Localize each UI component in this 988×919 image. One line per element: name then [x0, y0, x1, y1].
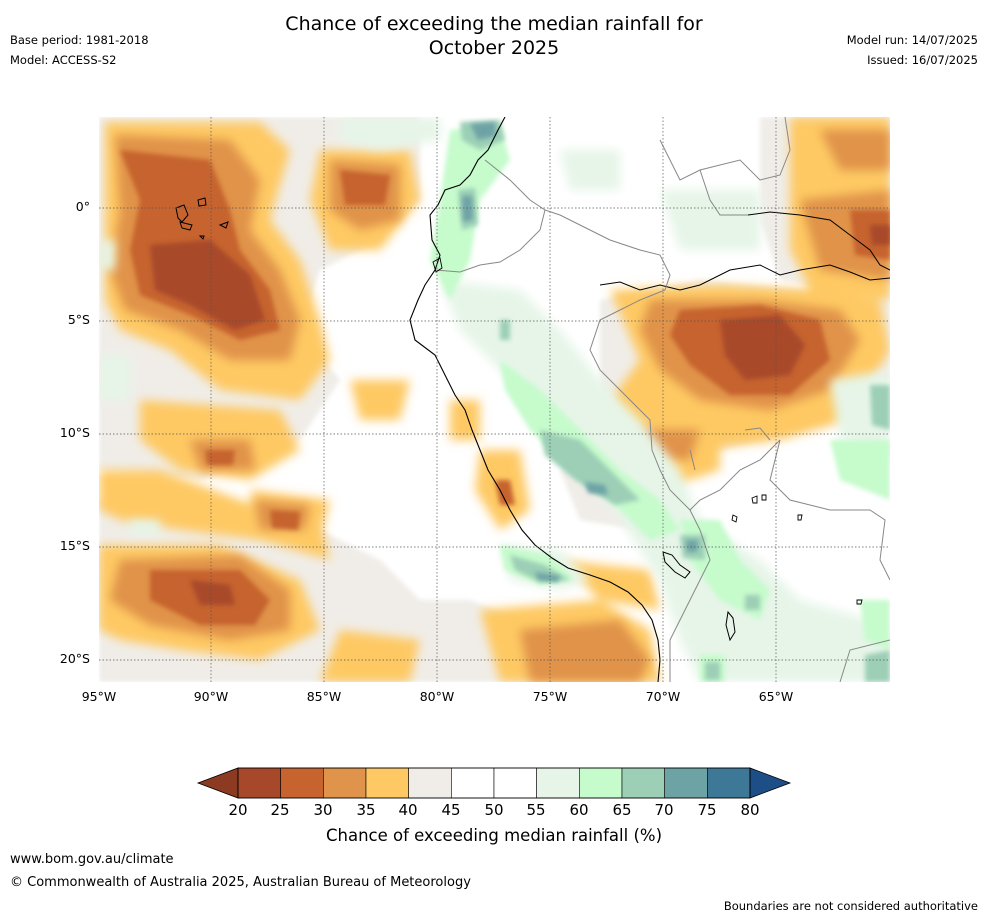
cbar-tick-45: 45	[441, 801, 461, 819]
x-tick-65w: 65°W	[758, 689, 794, 704]
colorbar-cells	[237, 767, 751, 799]
cbar-tick-65: 65	[612, 801, 632, 819]
colorbar	[196, 767, 792, 799]
colorbar-cell	[536, 767, 580, 799]
base-period: Base period: 1981-2018	[10, 33, 149, 47]
issued-date: Issued: 16/07/2025	[867, 53, 978, 67]
cbar-tick-75: 75	[697, 801, 717, 819]
colorbar-cell	[664, 767, 708, 799]
title-line-2: October 2025	[428, 37, 560, 59]
meta-left: Base period: 1981-2018 Model: ACCESS-S2	[10, 30, 149, 70]
y-tick-0: 0°	[75, 199, 90, 214]
colorbar-cell	[280, 767, 324, 799]
x-tick-70w: 70°W	[645, 689, 681, 704]
colorbar-low-extend	[196, 767, 239, 799]
cbar-tick-25: 25	[270, 801, 290, 819]
model-run: Model run: 14/07/2025	[846, 33, 978, 47]
colorbar-high-extend	[749, 767, 792, 799]
x-tick-85w: 85°W	[306, 689, 342, 704]
colorbar-cell	[323, 767, 367, 799]
copyright-text: © Commonwealth of Australia 2025, Austra…	[10, 875, 471, 890]
colorbar-cell	[451, 767, 495, 799]
cbar-tick-50: 50	[484, 801, 504, 819]
x-tick-80w: 80°W	[419, 689, 455, 704]
x-tick-90w: 90°W	[193, 689, 229, 704]
cbar-tick-55: 55	[526, 801, 546, 819]
title-line-1: Chance of exceeding the median rainfall …	[285, 13, 703, 35]
colorbar-cell	[579, 767, 623, 799]
cbar-tick-60: 60	[569, 801, 589, 819]
boundary-disclaimer: Boundaries are not considered authoritat…	[723, 899, 978, 913]
meta-right: Model run: 14/07/2025 Issued: 16/07/2025	[847, 30, 978, 70]
cbar-tick-40: 40	[398, 801, 418, 819]
colorbar-cell	[237, 767, 281, 799]
y-tick-20s: 20°S	[59, 651, 90, 666]
website-link[interactable]: www.bom.gov.au/climate	[10, 852, 174, 867]
cbar-tick-30: 30	[313, 801, 333, 819]
cbar-tick-70: 70	[654, 801, 674, 819]
y-tick-10s: 10°S	[59, 425, 90, 440]
x-tick-95w: 95°W	[81, 689, 117, 704]
y-tick-15s: 15°S	[59, 538, 90, 553]
map-title: Chance of exceeding the median rainfall …	[0, 12, 988, 60]
colorbar-cell	[365, 767, 409, 799]
colorbar-cell	[493, 767, 537, 799]
colorbar-cell	[621, 767, 665, 799]
rainfall-field	[99, 117, 890, 682]
cbar-tick-35: 35	[356, 801, 376, 819]
colorbar-cell	[408, 767, 452, 799]
colorbar-label: Chance of exceeding median rainfall (%)	[325, 826, 663, 845]
colorbar-cell	[707, 767, 751, 799]
y-tick-5s: 5°S	[67, 312, 90, 327]
x-tick-75w: 75°W	[532, 689, 568, 704]
model-name: Model: ACCESS-S2	[10, 53, 117, 67]
cbar-tick-80: 80	[740, 801, 760, 819]
cbar-tick-20: 20	[228, 801, 248, 819]
